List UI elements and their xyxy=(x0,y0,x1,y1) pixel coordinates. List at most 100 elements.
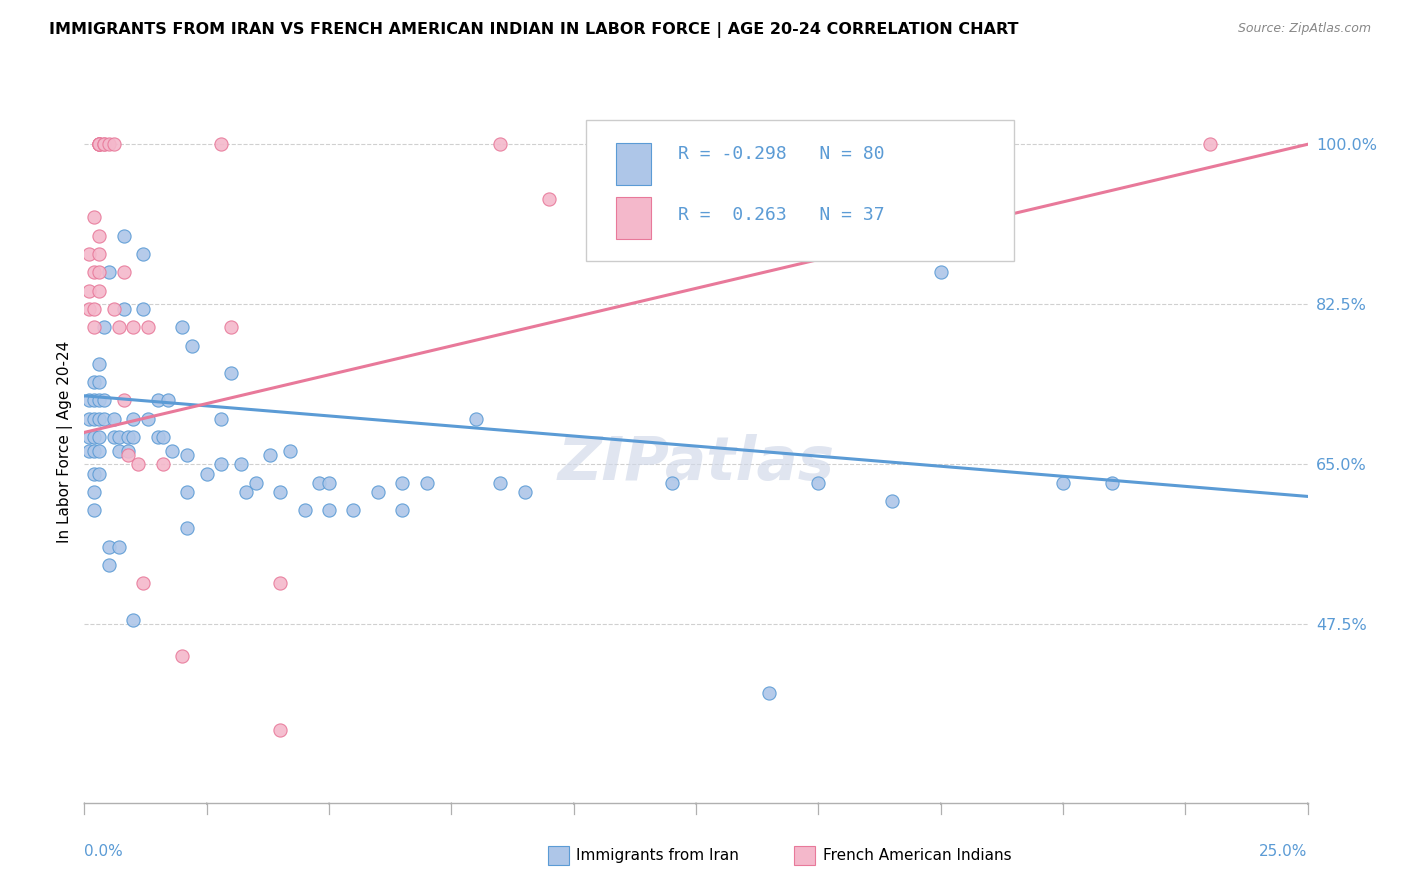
Point xyxy=(83,320,105,334)
Point xyxy=(136,411,159,425)
Point xyxy=(122,320,145,334)
Point xyxy=(83,301,105,316)
Point xyxy=(342,503,364,517)
Point xyxy=(83,265,105,279)
Point xyxy=(83,467,105,481)
Point xyxy=(269,723,291,737)
Point xyxy=(97,540,120,554)
Point xyxy=(87,375,110,389)
Point xyxy=(83,484,105,499)
Point xyxy=(538,192,561,206)
Point xyxy=(77,443,100,458)
Point xyxy=(122,411,145,425)
Point xyxy=(132,576,155,591)
Point xyxy=(112,301,135,316)
Point xyxy=(1101,475,1123,490)
Point xyxy=(83,375,105,389)
Point xyxy=(97,265,120,279)
Point xyxy=(93,393,115,408)
Point xyxy=(513,484,536,499)
Point xyxy=(176,448,198,462)
Point xyxy=(77,430,100,444)
Point xyxy=(489,137,512,152)
Point xyxy=(807,475,830,490)
Point xyxy=(132,247,155,261)
Point xyxy=(77,247,100,261)
Point xyxy=(117,448,139,462)
Point xyxy=(391,503,413,517)
Point xyxy=(209,137,232,152)
Point xyxy=(245,475,267,490)
Point xyxy=(83,393,105,408)
Point xyxy=(83,211,105,225)
Point xyxy=(318,475,340,490)
Point xyxy=(464,411,486,425)
Point xyxy=(152,458,174,472)
Point xyxy=(87,265,110,279)
FancyBboxPatch shape xyxy=(586,120,1014,260)
Point xyxy=(87,247,110,261)
Point xyxy=(152,430,174,444)
Point xyxy=(219,320,242,334)
Text: Source: ZipAtlas.com: Source: ZipAtlas.com xyxy=(1237,22,1371,36)
Point xyxy=(77,393,100,408)
Point xyxy=(146,393,169,408)
Point xyxy=(93,137,115,152)
Point xyxy=(87,137,110,152)
Point xyxy=(83,430,105,444)
Point xyxy=(269,484,291,499)
Point xyxy=(758,686,780,700)
Text: IMMIGRANTS FROM IRAN VS FRENCH AMERICAN INDIAN IN LABOR FORCE | AGE 20-24 CORREL: IMMIGRANTS FROM IRAN VS FRENCH AMERICAN … xyxy=(49,22,1019,38)
Point xyxy=(103,411,125,425)
Point xyxy=(87,357,110,371)
Point xyxy=(107,443,129,458)
Point xyxy=(1198,137,1220,152)
Point xyxy=(122,613,145,627)
Point xyxy=(122,430,145,444)
Text: R = -0.298   N = 80: R = -0.298 N = 80 xyxy=(678,145,884,163)
Point xyxy=(880,494,903,508)
Point xyxy=(87,393,110,408)
Point xyxy=(87,137,110,152)
Point xyxy=(294,503,316,517)
Point xyxy=(229,458,252,472)
Point xyxy=(278,443,301,458)
Point xyxy=(308,475,330,490)
Text: French American Indians: French American Indians xyxy=(823,848,1011,863)
Text: Immigrants from Iran: Immigrants from Iran xyxy=(576,848,740,863)
Text: R =  0.263   N = 37: R = 0.263 N = 37 xyxy=(678,206,884,225)
Point xyxy=(367,484,389,499)
Point xyxy=(107,540,129,554)
Point xyxy=(132,301,155,316)
Point xyxy=(103,137,125,152)
Point xyxy=(181,338,204,352)
Point xyxy=(117,430,139,444)
Point xyxy=(87,284,110,298)
Point xyxy=(112,393,135,408)
Point xyxy=(156,393,179,408)
Point xyxy=(83,443,105,458)
Point xyxy=(97,558,120,572)
Point xyxy=(87,137,110,152)
Point xyxy=(97,137,120,152)
Point xyxy=(209,458,232,472)
Point xyxy=(83,503,105,517)
Point xyxy=(87,228,110,243)
Point xyxy=(87,430,110,444)
Point xyxy=(112,228,135,243)
Point xyxy=(1052,475,1074,490)
Point xyxy=(318,503,340,517)
Point xyxy=(489,475,512,490)
Text: 25.0%: 25.0% xyxy=(1260,844,1308,859)
Point xyxy=(269,576,291,591)
Point xyxy=(172,320,194,334)
Point xyxy=(127,458,149,472)
Bar xyxy=(616,143,651,185)
Point xyxy=(77,301,100,316)
Point xyxy=(416,475,439,490)
Point xyxy=(107,320,129,334)
Point xyxy=(87,137,110,152)
Text: ZIPatlas: ZIPatlas xyxy=(557,434,835,492)
Point xyxy=(195,467,218,481)
Point xyxy=(112,265,135,279)
